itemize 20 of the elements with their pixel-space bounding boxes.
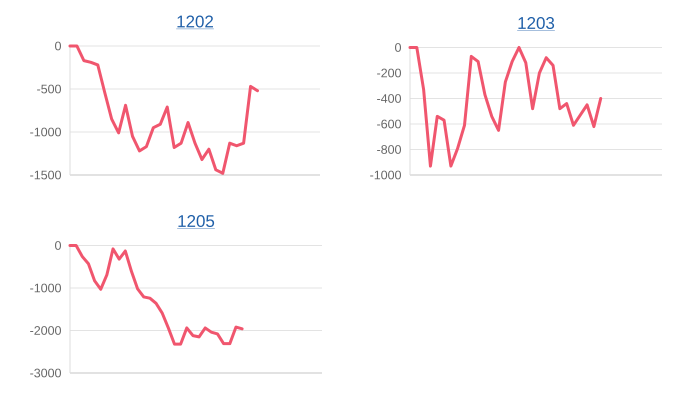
y-tick-label: 0 xyxy=(55,42,61,50)
chart-title: 1205 xyxy=(178,215,214,228)
line-series xyxy=(408,46,602,168)
y-tick-label: -800 xyxy=(377,145,401,154)
y-tick-label: -1000 xyxy=(370,170,401,180)
y-tick-label: -500 xyxy=(37,84,61,94)
y-tick-label: -3000 xyxy=(30,368,61,378)
chart-title: 1202 xyxy=(177,16,213,28)
chart-title: 1203 xyxy=(518,17,554,30)
y-tick-label: -2000 xyxy=(30,326,61,335)
y-tick-label: 0 xyxy=(55,241,61,250)
y-tick-label: -400 xyxy=(377,94,401,103)
y-tick-label: -1000 xyxy=(30,128,61,136)
y-tick-label: -200 xyxy=(377,68,401,78)
y-tick-label: -1000 xyxy=(30,284,61,292)
y-tick-label: -1500 xyxy=(30,170,61,180)
y-tick-label: -600 xyxy=(377,120,401,128)
line-series xyxy=(68,44,259,175)
line-series xyxy=(68,244,244,346)
y-tick-label: 0 xyxy=(395,43,401,52)
